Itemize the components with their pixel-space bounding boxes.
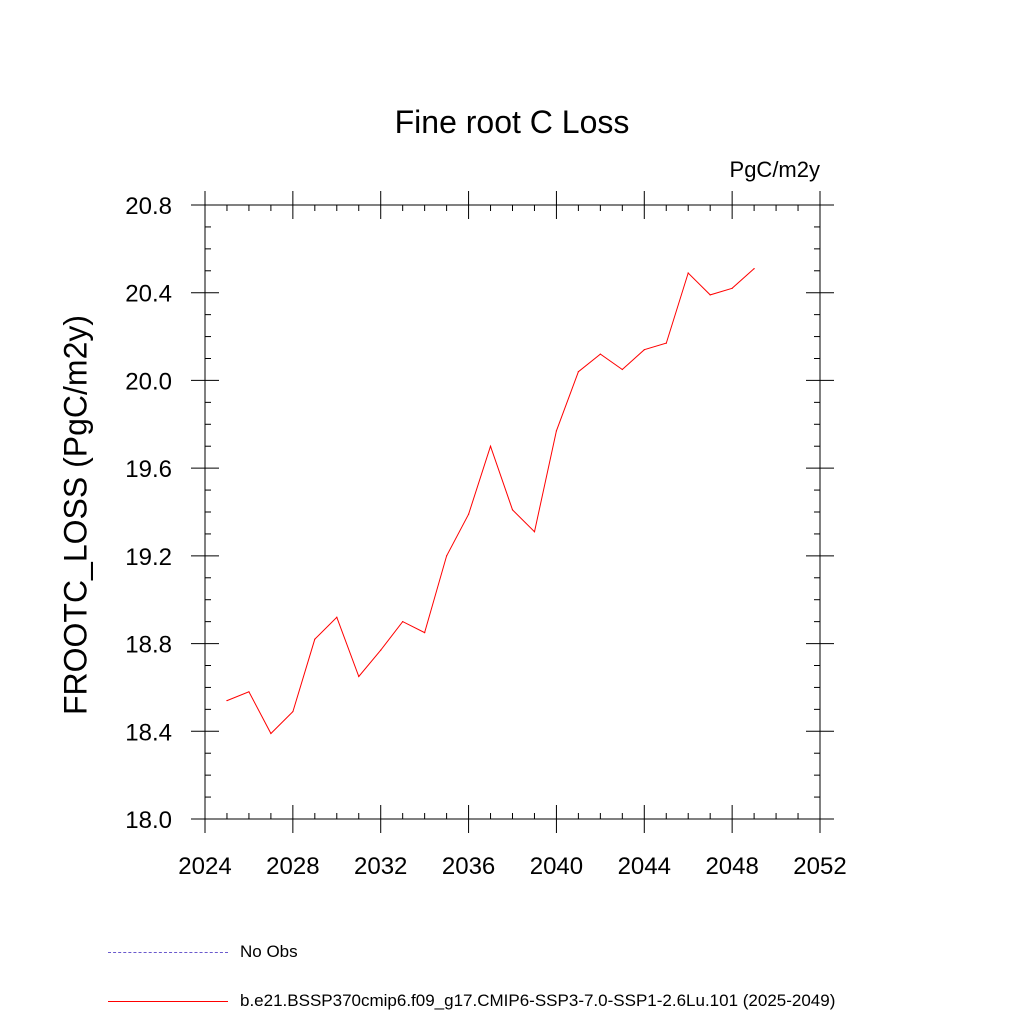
data-point — [314, 638, 316, 640]
series-line — [226, 268, 755, 735]
x-tick-label: 2040 — [530, 853, 583, 880]
legend-label-series: b.e21.BSSP370cmip6.f09_g17.CMIP6-SSP3-7.… — [240, 991, 836, 1010]
y-tick-label: 20.8 — [125, 193, 172, 220]
y-axis-label: FROOTC_LOSS (PgC/m2y) — [57, 314, 94, 716]
legend-item-no-obs: No Obs — [108, 940, 298, 964]
legend-swatch-no-obs — [108, 951, 228, 953]
data-point — [665, 342, 667, 344]
data-point — [380, 649, 382, 651]
plot-frame — [204, 204, 821, 820]
y-tick-label: 18.4 — [125, 719, 172, 746]
legend-item-series: b.e21.BSSP370cmip6.f09_g17.CMIP6-SSP3-7.… — [108, 989, 835, 1013]
y-tick-label: 19.6 — [125, 456, 172, 483]
data-point — [446, 555, 448, 557]
y-tick-label: 20.4 — [125, 281, 172, 308]
x-tick-label: 2052 — [793, 853, 846, 880]
x-tick-label: 2024 — [178, 853, 231, 880]
data-point — [533, 531, 536, 533]
legend-label-no-obs: No Obs — [240, 942, 298, 961]
data-point — [577, 371, 579, 373]
data-point — [292, 710, 294, 713]
data-point — [731, 287, 733, 289]
data-point — [599, 353, 601, 355]
chart-title: Fine root C Loss — [394, 104, 630, 140]
data-point — [248, 691, 250, 693]
data-point — [709, 294, 711, 296]
data-point — [555, 430, 558, 432]
legend-swatch-series — [108, 1000, 228, 1002]
data-point — [226, 699, 228, 702]
y-tick-label: 18.0 — [125, 807, 172, 834]
y-tick-label: 18.8 — [125, 632, 172, 659]
data-point — [402, 621, 404, 623]
data-point — [467, 513, 470, 515]
units-label: PgC/m2y — [729, 157, 820, 182]
x-tick-label: 2036 — [442, 853, 495, 880]
y-tick-label: 20.0 — [125, 368, 172, 395]
x-tick-label: 2044 — [618, 853, 671, 880]
data-point — [511, 509, 514, 511]
x-tick-label: 2048 — [705, 853, 758, 880]
data-point — [489, 445, 492, 447]
data-point — [687, 272, 689, 274]
data-point — [270, 732, 272, 735]
data-point — [621, 368, 623, 371]
data-point — [643, 349, 645, 351]
y-tick-label: 19.2 — [125, 544, 172, 571]
data-point — [358, 675, 360, 678]
data-point — [424, 632, 426, 634]
data-point — [336, 616, 338, 618]
x-tick-label: 2028 — [266, 853, 319, 880]
x-tick-label: 2032 — [354, 853, 407, 880]
data-point — [753, 267, 755, 270]
